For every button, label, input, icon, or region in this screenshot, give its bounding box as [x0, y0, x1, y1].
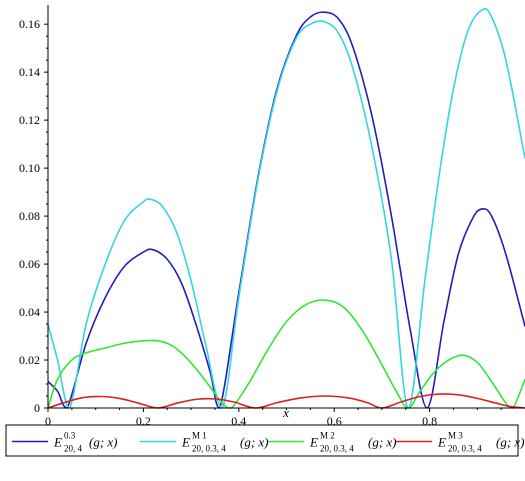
series-line-4: [48, 393, 525, 409]
y-tick-label: 0: [34, 401, 40, 415]
legend-label-main: E: [53, 435, 62, 450]
legend-label-main: E: [437, 435, 446, 450]
y-tick-label: 0.04: [19, 305, 40, 319]
legend: E 0.320, 4 (g; x) E M 120, 0.3, 4 (g; x) E M 22…: [5, 424, 525, 457]
legend-label-main: E: [181, 435, 190, 450]
legend-label-args: (g; x): [496, 435, 525, 450]
legend-box: [5, 424, 519, 457]
y-tick-label: 0.14: [19, 65, 40, 79]
legend-label-sub: 20, 0.3, 4: [320, 444, 354, 454]
legend-label-sup: M 2: [320, 431, 335, 441]
y-tick-label: 0.16: [19, 17, 40, 31]
legend-label-sup: M 3: [448, 431, 463, 441]
y-tick-label: 0.12: [19, 113, 40, 127]
y-tick-label: 0.10: [19, 161, 40, 175]
legend-label-args: (g; x): [89, 435, 118, 450]
series-line-2: [48, 7, 525, 409]
legend-label-sup: 0.3: [64, 431, 76, 441]
x-axis-label: x: [282, 405, 289, 420]
legend-label-args: (g; x): [240, 435, 269, 450]
legend-label-sub: 20, 4: [64, 444, 83, 454]
legend-label-sup: M 1: [192, 431, 207, 441]
y-tick-label: 0.06: [19, 257, 40, 271]
legend-label-sub: 20, 0.3, 4: [192, 444, 226, 454]
series-line-1: [48, 11, 525, 409]
x-tick-label: 0: [45, 414, 51, 428]
y-tick-label: 0.08: [19, 209, 40, 223]
series-line-3: [48, 299, 525, 409]
legend-label-main: E: [309, 435, 318, 450]
legend-label-sub: 20, 0.3, 4: [448, 444, 482, 454]
y-tick-label: 0.02: [19, 353, 40, 367]
legend-label-args: (g; x): [368, 435, 397, 450]
